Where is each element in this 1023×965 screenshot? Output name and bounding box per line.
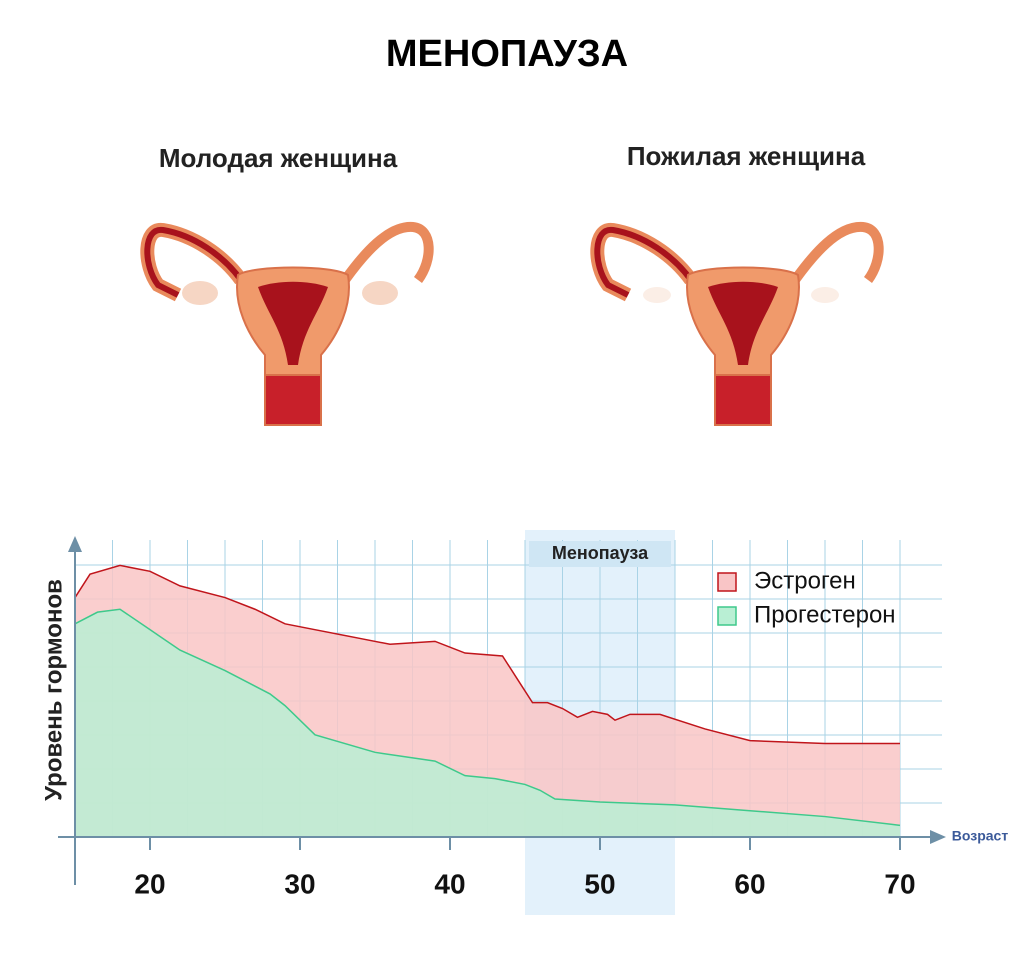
x-tick-label: 60: [734, 868, 765, 899]
legend-swatch: [717, 572, 737, 592]
panel-label: Пожилая женщина: [627, 141, 866, 171]
legend-label: Эстроген: [754, 567, 856, 594]
panel-label: Молодая женщина: [159, 143, 398, 173]
line: [74, 608, 901, 827]
illustration-young: [147, 227, 428, 425]
band-label-bg: [529, 541, 671, 567]
x-tick-label: 20: [134, 868, 165, 899]
x-tick-label: 40: [434, 868, 465, 899]
title: МЕНОПАУЗА: [386, 33, 628, 75]
x-axis-arrow: [930, 830, 946, 844]
chart: Менопауза Возраст Уровень гормонов 20 30 40 50…: [40, 530, 1008, 915]
y-axis-label: Уровень гормонов: [40, 579, 67, 801]
x-tick-label: 50: [584, 868, 615, 899]
x-tick-label: 30: [284, 868, 315, 899]
x-tick-label: 70: [884, 868, 915, 899]
legend-swatch: [717, 606, 737, 626]
x-axis-label: Возраст: [952, 828, 1009, 844]
legend-label: Прогестерон: [754, 601, 896, 628]
illustration-old: [597, 227, 878, 425]
band-label: Менопауза: [552, 543, 649, 563]
line: [74, 564, 900, 745]
y-axis-arrow: [68, 536, 82, 552]
area: [75, 609, 900, 837]
